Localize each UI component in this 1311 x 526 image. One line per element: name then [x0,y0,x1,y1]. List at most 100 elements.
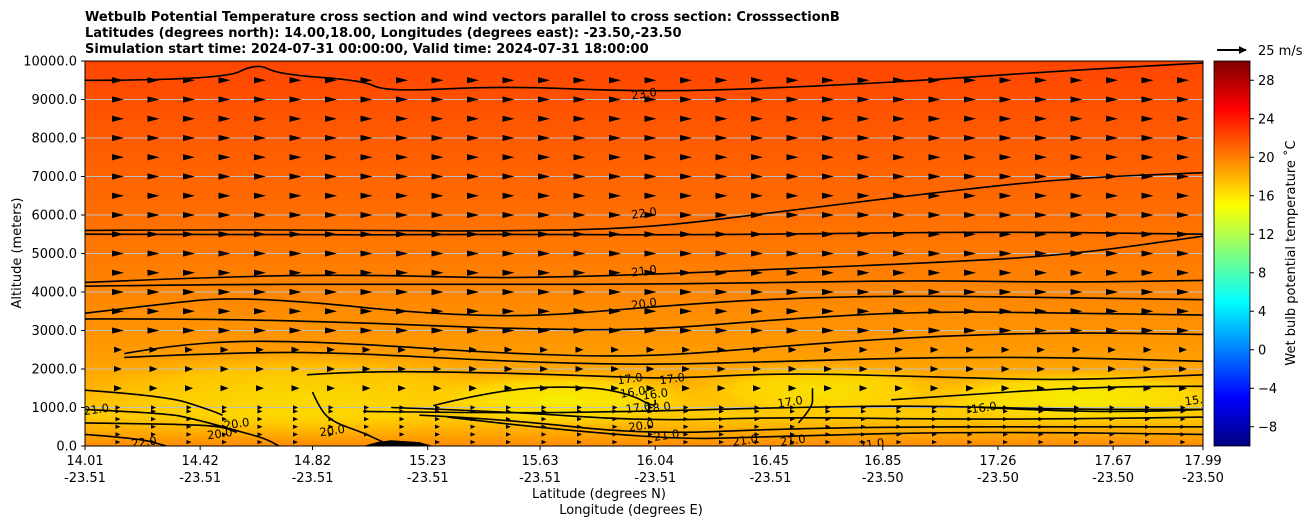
wind-vector [644,134,657,142]
wind-vector [754,405,760,410]
contour-label: 21.0 [731,432,758,449]
wind-vector [325,231,337,238]
colorbar-tick-label: 20 [1258,151,1275,166]
wind-vector [648,409,653,414]
wind-vector [964,96,976,103]
wind-vector [115,416,121,422]
wind-vector [433,385,442,392]
wind-vector [1072,365,1081,373]
wind-vector [644,327,657,334]
x-tick-label-lon: -23.51 [634,471,676,486]
contour-line [797,388,814,424]
wind-vector [1106,327,1118,334]
contour-line [85,408,280,446]
wind-vector [683,424,689,429]
wind-vector [1143,346,1152,353]
wind-vector [999,77,1012,84]
wind-vector [398,346,406,353]
wind-vector [932,424,937,429]
wind-vector [540,385,548,392]
contour-label: 21.0 [630,262,657,279]
wind-vector [861,409,866,414]
wind-vector [254,250,266,257]
wind-vector [431,308,444,315]
wind-vector [859,365,868,373]
wind-vector [861,416,866,422]
wind-vector [999,327,1012,334]
wind-vector [431,154,444,161]
wind-vector [183,250,195,257]
wind-vector [1035,192,1047,199]
colorbar-tick-label: 28 [1258,74,1275,89]
wind-vector [289,96,302,103]
wind-vector [715,96,728,103]
x-tick-label-lat: 15.63 [521,454,558,469]
contour-label: 16.0 [619,383,646,400]
wind-vector [644,269,657,276]
wind-vector [928,154,941,161]
wind-vector [683,432,689,437]
wind-vector [538,96,550,103]
wind-vector [967,409,973,414]
wind-vector [609,154,621,161]
wind-vector [218,288,231,296]
wind-vector [435,405,440,410]
wind-vector [115,405,121,410]
wind-vector [932,440,937,445]
contour-label: 21.0 [779,432,806,449]
wind-vector [680,211,692,219]
wind-vector [680,269,692,276]
wind-vector [218,96,231,103]
wind-vector [1109,432,1115,437]
wind-vector [928,288,941,296]
wind-vector [289,288,302,296]
wind-vector [786,308,799,315]
wind-vector [293,424,298,429]
wind-vector [504,365,513,373]
wind-vector [222,416,227,422]
wind-vector [1106,269,1118,276]
contour-line [124,351,1203,365]
wind-vector [399,424,405,429]
wind-vector [573,250,586,257]
wind-vector [822,269,834,276]
wind-vector [680,288,692,296]
wind-vector [644,173,657,180]
wind-vector [1074,416,1079,422]
wind-vector [930,365,939,373]
x-tick-label-lat: 14.42 [182,454,219,469]
contour-label: 21.0 [83,401,110,418]
wind-vector [1106,115,1118,122]
colorbar: −8 −4 0 4 8 12 16 20 24 28 Wet bulb potential tem… [1213,60,1299,447]
y-tick-label: 1000.0 [32,401,78,416]
wind-vector [790,405,795,410]
wind-vector [151,440,156,445]
wind-vector [218,231,231,238]
wind-vector [1070,77,1083,84]
wind-vector [648,440,653,445]
wind-vector [289,211,302,219]
wind-vector [364,405,369,410]
wind-vector [362,346,371,353]
wind-vector [289,77,302,84]
contour-label: 22.0 [630,204,657,221]
wind-vector [1070,134,1083,142]
wind-vector [112,154,124,161]
wind-vector [896,416,902,422]
wind-vector [573,211,586,219]
wind-vector [325,308,337,315]
wind-vector [325,269,337,276]
wind-vector [999,154,1012,161]
wind-vector [573,134,586,142]
wind-vector [1106,250,1118,257]
wind-vector [254,77,266,84]
wind-vector [932,416,937,422]
wind-vector [1072,385,1081,392]
wind-vector [1038,409,1044,414]
wind-vector [435,416,440,422]
wind-vector [538,154,550,161]
wind-vector [648,432,653,437]
wind-vector [964,327,976,334]
wind-vector [857,308,870,315]
wind-vector [1109,409,1115,414]
